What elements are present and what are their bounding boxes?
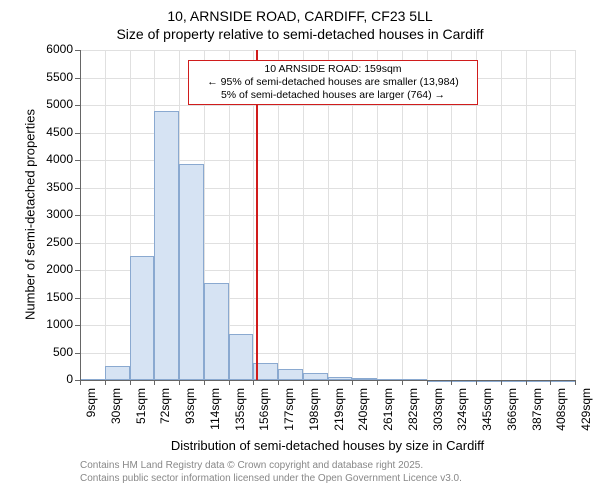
- histogram-bar: [229, 334, 254, 380]
- x-tick-label: 156sqm: [257, 388, 271, 448]
- y-tick-label: 5000: [35, 97, 73, 111]
- x-tick-label: 51sqm: [134, 388, 148, 448]
- histogram-bar: [130, 256, 155, 380]
- histogram-bar: [179, 164, 204, 380]
- x-tick-label: 198sqm: [307, 388, 321, 448]
- histogram-bar: [105, 366, 130, 380]
- annotation-line2: ← 95% of semi-detached houses are smalle…: [194, 76, 472, 89]
- y-tick-label: 6000: [35, 42, 73, 56]
- x-tick-label: 93sqm: [183, 388, 197, 448]
- x-tick-label: 282sqm: [406, 388, 420, 448]
- grid-line-vertical: [526, 50, 527, 380]
- grid-line-vertical: [575, 50, 576, 380]
- x-tick-label: 387sqm: [530, 388, 544, 448]
- y-tick-label: 0: [35, 372, 73, 386]
- x-tick-label: 240sqm: [356, 388, 370, 448]
- x-tick-mark: [575, 380, 576, 385]
- y-tick-label: 4000: [35, 152, 73, 166]
- y-tick-label: 4500: [35, 125, 73, 139]
- annotation-line3: 5% of semi-detached houses are larger (7…: [194, 89, 472, 102]
- histogram-bar: [278, 369, 303, 380]
- y-tick-label: 2500: [35, 235, 73, 249]
- x-tick-label: 135sqm: [233, 388, 247, 448]
- chart-title-line2: Size of property relative to semi-detach…: [0, 26, 600, 42]
- x-tick-label: 303sqm: [431, 388, 445, 448]
- x-tick-label: 324sqm: [455, 388, 469, 448]
- y-tick-label: 2000: [35, 262, 73, 276]
- chart-container: 10, ARNSIDE ROAD, CARDIFF, CF23 5LL Size…: [0, 0, 600, 500]
- x-tick-label: 219sqm: [332, 388, 346, 448]
- annotation-line1: 10 ARNSIDE ROAD: 159sqm: [194, 63, 472, 76]
- x-tick-label: 72sqm: [158, 388, 172, 448]
- footer-line2: Contains public sector information licen…: [80, 473, 462, 486]
- histogram-bar: [204, 283, 229, 380]
- x-tick-label: 345sqm: [480, 388, 494, 448]
- y-tick-label: 1000: [35, 317, 73, 331]
- annotation-box: 10 ARNSIDE ROAD: 159sqm← 95% of semi-det…: [188, 60, 478, 105]
- x-tick-label: 114sqm: [208, 388, 222, 448]
- histogram-bar: [154, 111, 179, 381]
- y-tick-label: 5500: [35, 70, 73, 84]
- y-axis-line: [80, 50, 81, 380]
- x-axis-line: [80, 380, 575, 381]
- x-tick-label: 30sqm: [109, 388, 123, 448]
- chart-footer: Contains HM Land Registry data © Crown c…: [80, 460, 462, 485]
- grid-line-vertical: [105, 50, 106, 380]
- y-tick-label: 1500: [35, 290, 73, 304]
- grid-line-vertical: [501, 50, 502, 380]
- x-tick-label: 429sqm: [579, 388, 593, 448]
- x-tick-label: 408sqm: [554, 388, 568, 448]
- x-tick-label: 177sqm: [282, 388, 296, 448]
- y-tick-label: 3000: [35, 207, 73, 221]
- x-tick-label: 261sqm: [381, 388, 395, 448]
- x-tick-label: 9sqm: [84, 388, 98, 448]
- footer-line1: Contains HM Land Registry data © Crown c…: [80, 460, 462, 473]
- y-tick-label: 500: [35, 345, 73, 359]
- histogram-bar: [303, 373, 328, 380]
- y-tick-label: 3500: [35, 180, 73, 194]
- chart-title-line1: 10, ARNSIDE ROAD, CARDIFF, CF23 5LL: [0, 8, 600, 24]
- x-axis-label: Distribution of semi-detached houses by …: [80, 438, 575, 453]
- x-tick-label: 366sqm: [505, 388, 519, 448]
- grid-line-vertical: [550, 50, 551, 380]
